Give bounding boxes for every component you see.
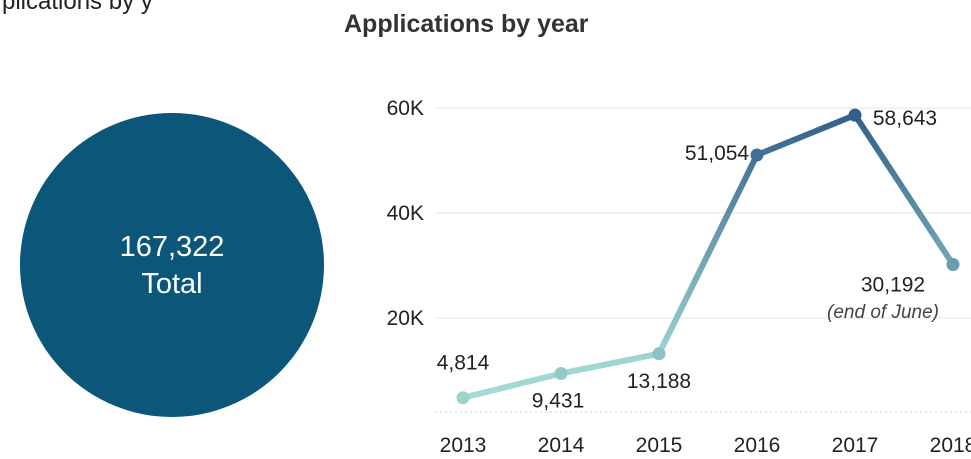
total-label: Total xyxy=(141,268,203,300)
data-point xyxy=(750,148,764,162)
total-value: 167,322 xyxy=(119,231,225,263)
x-tick-label: 2016 xyxy=(734,434,781,457)
data-point xyxy=(554,366,568,380)
data-label: 30,192 xyxy=(861,273,925,296)
series-line xyxy=(460,112,956,401)
data-point xyxy=(456,391,470,405)
x-axis: 2013 2014 2015 2016 2017 2018 xyxy=(440,434,971,457)
data-point xyxy=(946,257,960,271)
x-tick-label: 2015 xyxy=(636,434,683,457)
chart-title: Applications by year xyxy=(344,10,589,38)
data-label: 4,814 xyxy=(437,352,490,375)
x-tick-label: 2013 xyxy=(440,434,487,457)
data-point xyxy=(652,347,666,361)
x-tick-label: 2014 xyxy=(538,434,585,457)
cropped-header-text: plications by y xyxy=(2,0,153,15)
total-circle: 167,322 Total xyxy=(20,113,324,417)
data-label: 13,188 xyxy=(627,370,691,393)
y-tick-label: 20K xyxy=(387,307,424,330)
y-axis: 20K 40K 60K xyxy=(387,97,971,413)
data-label: 51,054 xyxy=(685,142,750,165)
data-point xyxy=(848,108,862,122)
data-label: 58,643 xyxy=(873,107,937,130)
x-tick-label: 2017 xyxy=(832,434,879,457)
annotation-end-of-june: (end of June) xyxy=(827,302,939,323)
data-label: 9,431 xyxy=(532,389,585,412)
y-tick-label: 40K xyxy=(387,202,424,225)
x-tick-label: 2018 xyxy=(930,434,971,457)
y-tick-label: 60K xyxy=(387,97,424,120)
